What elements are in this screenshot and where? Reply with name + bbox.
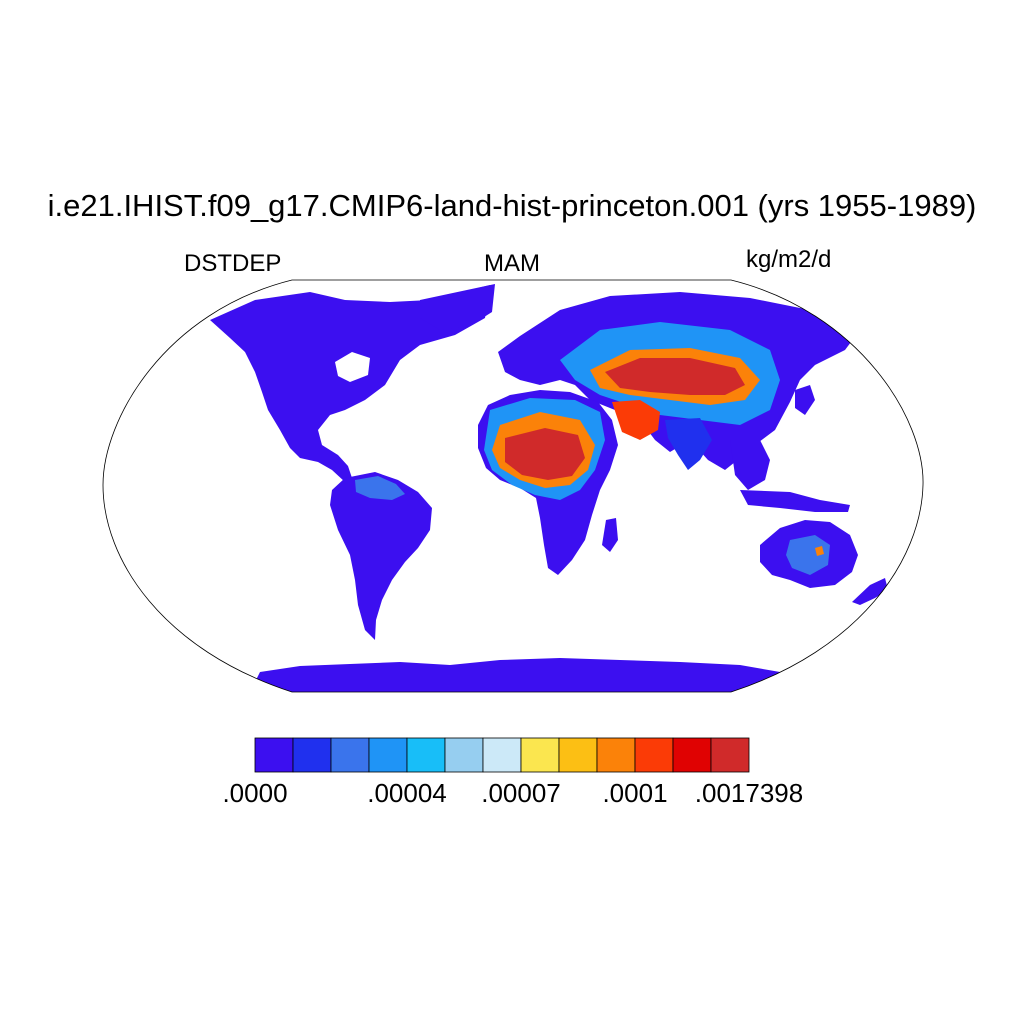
australia-dust-mid: [786, 535, 830, 575]
australia-dust-spot: [815, 546, 824, 556]
colorbar-tick-label: .00007: [481, 778, 561, 808]
globe-outline: [102, 279, 924, 693]
south-america-landmass: [330, 472, 432, 640]
page-title: i.e21.IHIST.f09_g17.CMIP6-land-hist-prin…: [47, 188, 977, 223]
colorbar-bin: [368, 737, 408, 773]
south-america-dust-low: [355, 476, 405, 500]
colorbar-bin: [672, 737, 712, 773]
colorbar-tick-label: .0017398: [694, 778, 804, 808]
colorbar-bin: [710, 737, 750, 773]
colorbar: [254, 737, 750, 773]
colorbar-bin: [254, 737, 294, 773]
antarctica: [250, 658, 790, 692]
colorbar-tick-label: .00004: [367, 778, 447, 808]
africa-dust-max: [505, 428, 585, 480]
land-layer: [210, 284, 888, 692]
arabian-peninsula: [612, 400, 660, 440]
colorbar-bin: [634, 737, 674, 773]
colorbar-tick-label: .0000: [222, 778, 288, 808]
units-label: kg/m2/d: [746, 246, 832, 273]
colorbar-bin: [520, 737, 560, 773]
season-label: MAM: [484, 250, 540, 277]
madagascar: [602, 518, 618, 552]
colorbar-bin: [444, 737, 484, 773]
variable-label: DSTDEP: [184, 250, 282, 277]
japan: [795, 385, 815, 415]
north-america-landmass: [210, 285, 490, 482]
colorbar-bin: [330, 737, 370, 773]
colorbar-bin: [482, 737, 522, 773]
new-zealand: [852, 578, 888, 605]
eurasia-dust-max: [605, 358, 745, 395]
colorbar-tick-label: .0001: [602, 778, 668, 808]
colorbar-bin: [292, 737, 332, 773]
south-asia-landmass: [665, 418, 712, 470]
colorbar-bin: [406, 737, 446, 773]
indonesia-islands: [740, 490, 850, 512]
hudson-bay: [335, 352, 370, 382]
greenland: [420, 284, 495, 330]
colorbar-bin: [558, 737, 598, 773]
southeast-asia-landmass: [730, 440, 770, 490]
colorbar-bin: [596, 737, 636, 773]
